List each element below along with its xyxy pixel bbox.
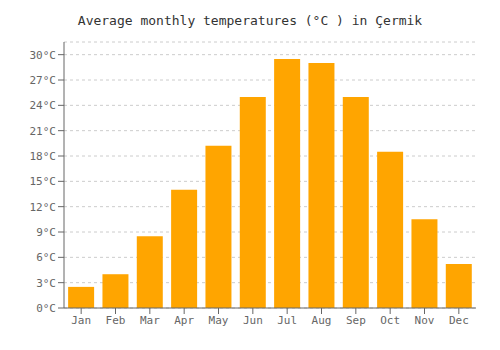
svg-text:Sep: Sep bbox=[346, 314, 366, 327]
svg-text:Dec: Dec bbox=[449, 314, 469, 327]
svg-text:12°C: 12°C bbox=[30, 201, 57, 214]
html-text:Average monthly temperatures (: Average monthly temperatures (°C ) in Çe… bbox=[77, 13, 423, 28]
svg-text:24°C: 24°C bbox=[30, 99, 57, 112]
svg-text:Nov: Nov bbox=[415, 314, 435, 327]
svg-text:21°C: 21°C bbox=[30, 125, 57, 138]
svg-text:18°C: 18°C bbox=[30, 150, 57, 163]
svg-text:Mar: Mar bbox=[140, 314, 160, 327]
svg-text:Oct: Oct bbox=[380, 314, 400, 327]
svg-text:15°C: 15°C bbox=[30, 175, 57, 188]
svg-text:30°C: 30°C bbox=[30, 49, 57, 62]
svg-text:3°C: 3°C bbox=[36, 277, 56, 290]
svg-text:Jan: Jan bbox=[71, 314, 91, 327]
svg-text:May: May bbox=[209, 314, 229, 327]
svg-text:9°C: 9°C bbox=[36, 226, 56, 239]
svg-text:0°C: 0°C bbox=[36, 302, 56, 315]
svg-text:27°C: 27°C bbox=[30, 74, 57, 87]
svg-text:Apr: Apr bbox=[174, 314, 194, 327]
svg-text:Aug: Aug bbox=[312, 314, 332, 327]
svg-text:Feb: Feb bbox=[106, 314, 126, 327]
svg-text:6°C: 6°C bbox=[36, 251, 56, 264]
svg-text:Jun: Jun bbox=[243, 314, 263, 327]
svg-text:Jul: Jul bbox=[277, 314, 297, 327]
